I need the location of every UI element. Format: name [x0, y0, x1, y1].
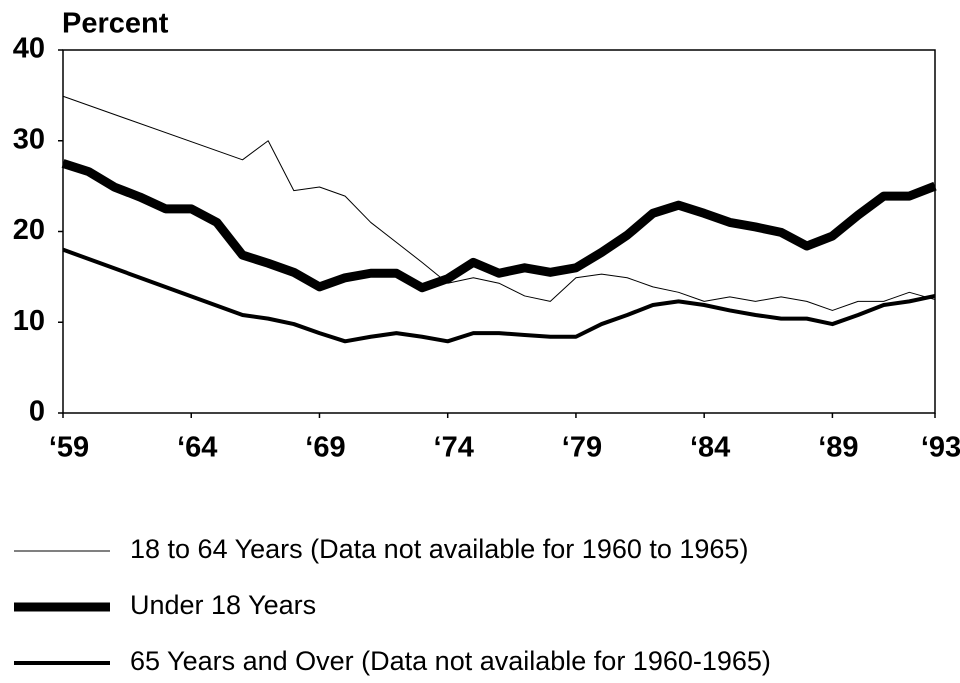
y-tick-label: 0 — [29, 396, 45, 428]
legend-label: Under 18 Years — [130, 590, 316, 620]
x-tick-label: ‘93 — [921, 432, 960, 464]
y-axis-label: Percent — [62, 8, 169, 40]
x-tick-label: ‘84 — [690, 432, 730, 464]
x-tick-label: ‘59 — [49, 432, 89, 464]
y-tick-label: 10 — [13, 305, 45, 337]
series-line — [61, 159, 937, 293]
x-tick-label: ‘69 — [305, 432, 345, 464]
x-tick-label: ‘64 — [177, 432, 217, 464]
x-tick-label: ‘79 — [562, 432, 602, 464]
y-tick-label: 30 — [13, 123, 45, 155]
x-tick-label: ‘89 — [818, 432, 858, 464]
y-tick-label: 20 — [13, 214, 45, 246]
legend-label: 65 Years and Over (Data not available fo… — [130, 646, 771, 676]
legend-label: 18 to 64 Years (Data not available for 1… — [130, 534, 748, 564]
x-tick-label: ‘74 — [434, 432, 474, 464]
series-line — [62, 247, 936, 344]
y-tick-label: 40 — [13, 33, 45, 65]
series-line — [62, 95, 936, 311]
plot-frame — [62, 49, 936, 414]
